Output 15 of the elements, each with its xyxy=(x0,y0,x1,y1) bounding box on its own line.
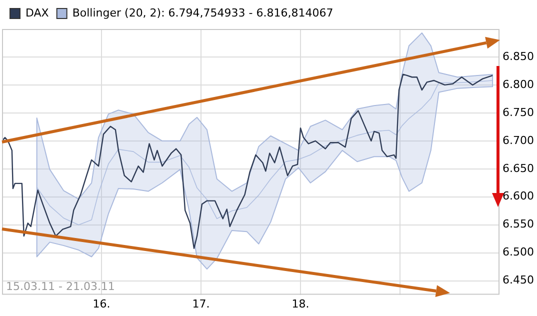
legend-label: Bollinger (20, 2): 6.794,754933 - 6.816,814067 xyxy=(72,6,334,20)
legend-label: DAX xyxy=(26,6,50,20)
y-tick-label: 6.650 xyxy=(502,162,534,175)
y-tick-label: 6.800 xyxy=(502,78,534,91)
x-tick-label: 16. xyxy=(92,297,110,310)
y-tick-label: 6.600 xyxy=(502,190,534,203)
y-tick-label: 6.500 xyxy=(502,246,534,259)
y-tick-label: 6.550 xyxy=(502,218,534,231)
y-tick-label: 6.750 xyxy=(502,106,534,119)
x-tick-label: 18. xyxy=(292,297,310,310)
annotation: 15.03.11 - 21.03.11 xyxy=(6,280,115,294)
y-tick-label: 6.450 xyxy=(502,274,534,287)
y-tick-label: 6.850 xyxy=(502,50,534,63)
y-tick-label: 6.700 xyxy=(502,134,534,147)
x-tick-label: 17. xyxy=(192,297,210,310)
